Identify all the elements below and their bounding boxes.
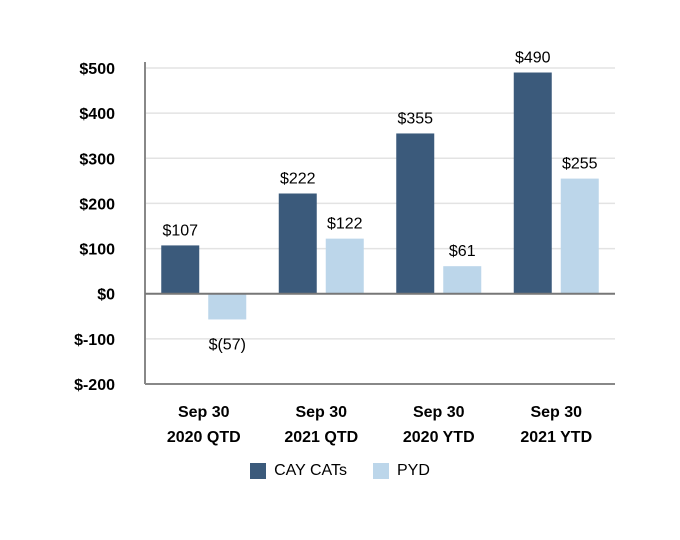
y-tick-label: $400: [79, 106, 115, 123]
data-label: $222: [280, 170, 316, 187]
bar-pyd: [208, 293, 247, 320]
x-tick-label: Sep 30: [295, 404, 347, 421]
y-tick-label: $300: [79, 151, 115, 168]
legend-swatch-pyd: [373, 463, 389, 479]
x-tick-label: 2020 YTD: [403, 429, 475, 446]
data-label: $122: [327, 216, 363, 233]
data-label: $(57): [209, 336, 246, 353]
bar-chart: $500 $400 $300 $200 $100 $0 $-100 $-200 $107 $222…: [74, 50, 615, 446]
legend-item-pyd: PYD: [373, 462, 430, 480]
bar-cay-cats: [278, 193, 317, 294]
legend-label-cay-cats: CAY CATs: [274, 462, 347, 479]
bar-pyd: [443, 266, 482, 294]
x-tick-label: 2020 QTD: [167, 429, 241, 446]
x-tick-label: Sep 30: [178, 404, 230, 421]
bar-pyd: [325, 238, 364, 294]
data-label: $355: [397, 110, 433, 127]
bar-cay-cats: [161, 245, 200, 294]
y-tick-label: $100: [79, 242, 115, 259]
data-label: $61: [449, 243, 476, 260]
legend: CAY CATs PYD: [0, 462, 680, 480]
x-tick-label: 2021 QTD: [284, 429, 358, 446]
bar-cay-cats: [396, 133, 435, 294]
x-tick-label: Sep 30: [530, 404, 582, 421]
y-tick-label: $500: [79, 61, 115, 78]
legend-label-pyd: PYD: [397, 462, 430, 479]
data-label: $255: [562, 156, 598, 173]
legend-swatch-cay-cats: [250, 463, 267, 479]
bar-cay-cats: [513, 72, 552, 294]
y-tick-label: $200: [79, 196, 115, 213]
y-tick-label: $0: [97, 287, 115, 304]
bar-pyd: [560, 178, 599, 294]
x-tick-label: 2021 YTD: [520, 429, 592, 446]
y-tick-label: $-200: [74, 377, 115, 394]
legend-item-cay-cats: CAY CATs: [250, 462, 347, 480]
data-label: $490: [515, 50, 551, 67]
x-tick-label: Sep 30: [413, 404, 465, 421]
y-tick-label: $-100: [74, 332, 115, 349]
data-label: $107: [162, 222, 198, 239]
